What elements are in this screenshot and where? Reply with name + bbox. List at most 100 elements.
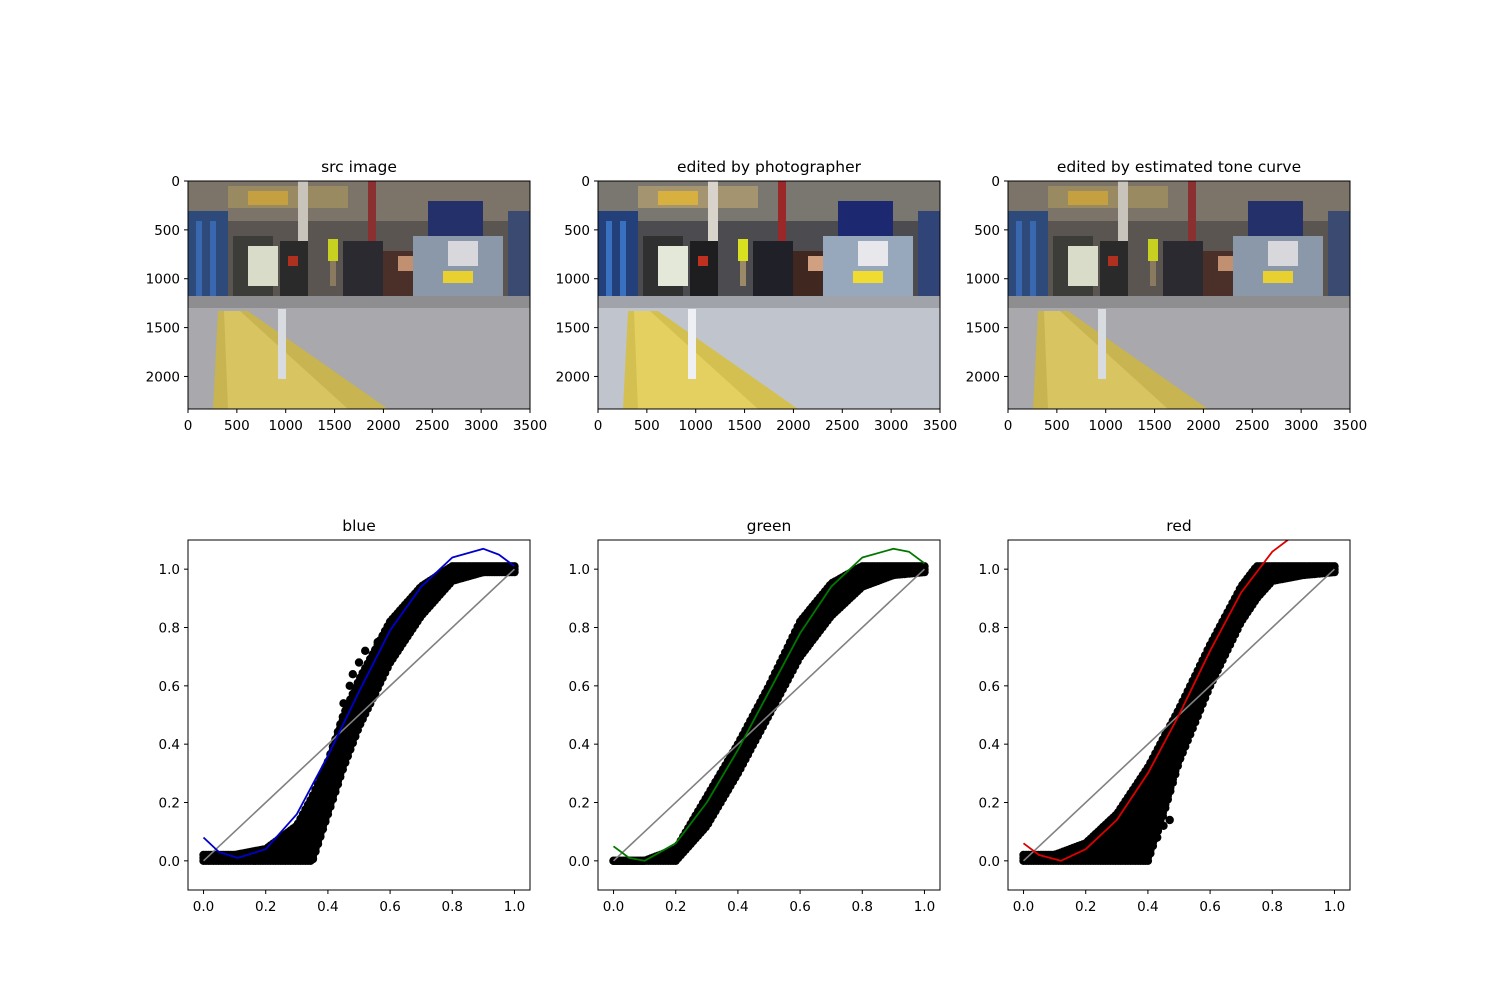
plot-area <box>199 547 519 865</box>
x-tick-label: 3000 <box>1284 418 1318 434</box>
y-tick-label: 0.0 <box>569 854 590 870</box>
y-tick-label: 0.0 <box>159 854 180 870</box>
x-tick-label: 3000 <box>464 418 498 434</box>
scatter-point-outlier <box>354 658 364 667</box>
y-tick-label: 0.0 <box>979 854 1000 870</box>
image-panel-2: edited by photographer 0 500 1000 1500 2000 25… <box>556 158 958 434</box>
x-tick-label: 3000 <box>874 418 908 434</box>
x-tick-label: 0 <box>184 418 193 434</box>
y-tick-label: 0.6 <box>569 679 590 695</box>
x-tick-label: 0.0 <box>193 899 214 915</box>
x-tick-label: 500 <box>634 418 660 434</box>
x-tick-label: 0.6 <box>789 899 810 915</box>
x-tick-label: 2500 <box>825 418 859 434</box>
x-tick-label: 0.6 <box>1199 899 1220 915</box>
y-tick-label: 500 <box>154 223 180 239</box>
warehouse-photo <box>188 181 530 409</box>
chart-green: green 0.0 0.2 0.4 0.6 0.8 1.0 0.0 0.2 0.4 0.6 0.8 1.… <box>569 517 941 915</box>
axes-frame <box>1007 539 1351 891</box>
y-tick-label: 500 <box>974 223 1000 239</box>
x-tick-label: 0.8 <box>852 899 873 915</box>
y-tick-label: 1.0 <box>159 562 180 578</box>
x-tick-label: 3500 <box>923 418 957 434</box>
y-tick-label: 0.2 <box>979 796 1000 812</box>
y-tick-label: 2000 <box>966 369 1000 385</box>
x-tick-label: 2000 <box>366 418 400 434</box>
x-tick-label: 2000 <box>1186 418 1220 434</box>
plot-area <box>1019 540 1339 865</box>
y-tick-label: 1.0 <box>569 562 590 578</box>
image-frame <box>187 180 531 410</box>
scatter-point-outlier <box>1153 833 1162 842</box>
y-tick-label: 0.4 <box>569 737 590 753</box>
x-tick-label: 0 <box>1004 418 1013 434</box>
axes-frame <box>187 539 531 891</box>
x-tick-label: 1.0 <box>504 899 525 915</box>
x-tick-label: 0.4 <box>1137 899 1158 915</box>
x-tick-label: 3500 <box>513 418 547 434</box>
x-tick-label: 1500 <box>727 418 761 434</box>
x-tick-label: 2000 <box>776 418 810 434</box>
scatter-point-outlier <box>1143 839 1153 848</box>
scatter-point <box>920 562 929 571</box>
y-tick-label: 1500 <box>556 321 590 337</box>
warehouse-photo <box>598 181 940 409</box>
fit-curve <box>612 547 926 862</box>
fit-curve <box>1022 540 1290 862</box>
x-tick-label: 0 <box>594 418 603 434</box>
x-tick-label: 0.0 <box>603 899 624 915</box>
y-tick-label: 0 <box>581 174 590 190</box>
scatter-points <box>609 562 929 865</box>
fit-curve <box>202 547 516 859</box>
image-panel-title: edited by estimated tone curve <box>1057 158 1301 176</box>
y-tick-label: 500 <box>564 223 590 239</box>
x-tick-label: 0.8 <box>442 899 463 915</box>
y-tick-label: 0.4 <box>159 737 180 753</box>
y-tick-label: 0.6 <box>979 679 1000 695</box>
x-tick-label: 0.4 <box>317 899 338 915</box>
x-tick-label: 1000 <box>679 418 713 434</box>
y-tick-label: 2000 <box>556 369 590 385</box>
image-panel-3: edited by estimated tone curve 0 500 1000 15… <box>966 158 1368 434</box>
image-panel-title: edited by photographer <box>677 158 862 176</box>
y-tick-label: 0.2 <box>569 796 590 812</box>
y-tick-label: 0.8 <box>979 621 1000 637</box>
scatter-point-outlier <box>339 699 348 708</box>
x-tick-label: 1000 <box>1089 418 1123 434</box>
x-tick-label: 2500 <box>415 418 449 434</box>
x-tick-label: 0.4 <box>727 899 748 915</box>
image-panel-1: src image 0 500 1000 1500 2000 2500 3000 3500 0 50… <box>146 158 548 434</box>
image-frame <box>1007 180 1351 410</box>
y-tick-label: 1.0 <box>979 562 1000 578</box>
x-tick-label: 2500 <box>1235 418 1269 434</box>
y-tick-label: 0.8 <box>159 621 180 637</box>
x-tick-label: 1000 <box>269 418 303 434</box>
axes-frame <box>597 539 941 891</box>
x-tick-label: 1500 <box>317 418 351 434</box>
scatter-point-outlier <box>1159 821 1168 830</box>
y-tick-label: 0.8 <box>569 621 590 637</box>
chart-title: green <box>747 517 792 535</box>
warehouse-photo <box>1008 181 1350 409</box>
x-tick-label: 1.0 <box>1324 899 1345 915</box>
scatter-point-outlier <box>1165 815 1174 825</box>
y-tick-label: 0.4 <box>979 737 1000 753</box>
image-frame <box>597 180 941 410</box>
plot-area <box>609 547 929 865</box>
x-tick-label: 0.0 <box>1013 899 1034 915</box>
x-tick-label: 0.6 <box>379 899 400 915</box>
chart-title: blue <box>342 517 376 535</box>
scatter-point-outlier <box>348 670 357 679</box>
x-tick-label: 0.2 <box>665 899 686 915</box>
scatter-point <box>1330 562 1339 571</box>
y-tick-label: 0 <box>171 174 180 190</box>
image-panel-title: src image <box>321 158 397 176</box>
x-tick-label: 0.2 <box>255 899 276 915</box>
identity-line <box>202 568 516 862</box>
y-tick-label: 1000 <box>556 272 590 288</box>
identity-line <box>612 568 926 862</box>
chart-blue: blue 0.0 0.2 0.4 0.6 0.8 1.0 0.0 0.2 0.4 0.6 0.8 1.0 <box>159 517 531 915</box>
y-tick-label: 0.6 <box>159 679 180 695</box>
y-tick-label: 1500 <box>966 321 1000 337</box>
